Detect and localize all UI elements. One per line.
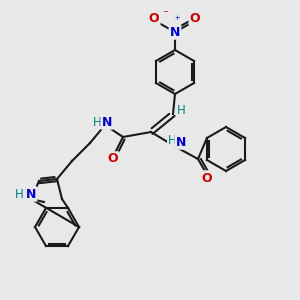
Text: N: N — [170, 26, 180, 38]
Text: O: O — [149, 13, 159, 26]
Text: H: H — [15, 188, 23, 200]
Text: O: O — [108, 152, 118, 166]
Text: H: H — [168, 134, 176, 146]
Text: H: H — [93, 116, 101, 128]
Text: N: N — [176, 136, 186, 148]
Text: O: O — [190, 11, 200, 25]
Text: $^-$: $^-$ — [161, 9, 169, 19]
Text: N: N — [26, 188, 36, 200]
Text: N: N — [102, 116, 112, 128]
Text: H: H — [177, 103, 185, 116]
Text: O: O — [202, 172, 212, 184]
Text: $^+$: $^+$ — [173, 15, 181, 25]
